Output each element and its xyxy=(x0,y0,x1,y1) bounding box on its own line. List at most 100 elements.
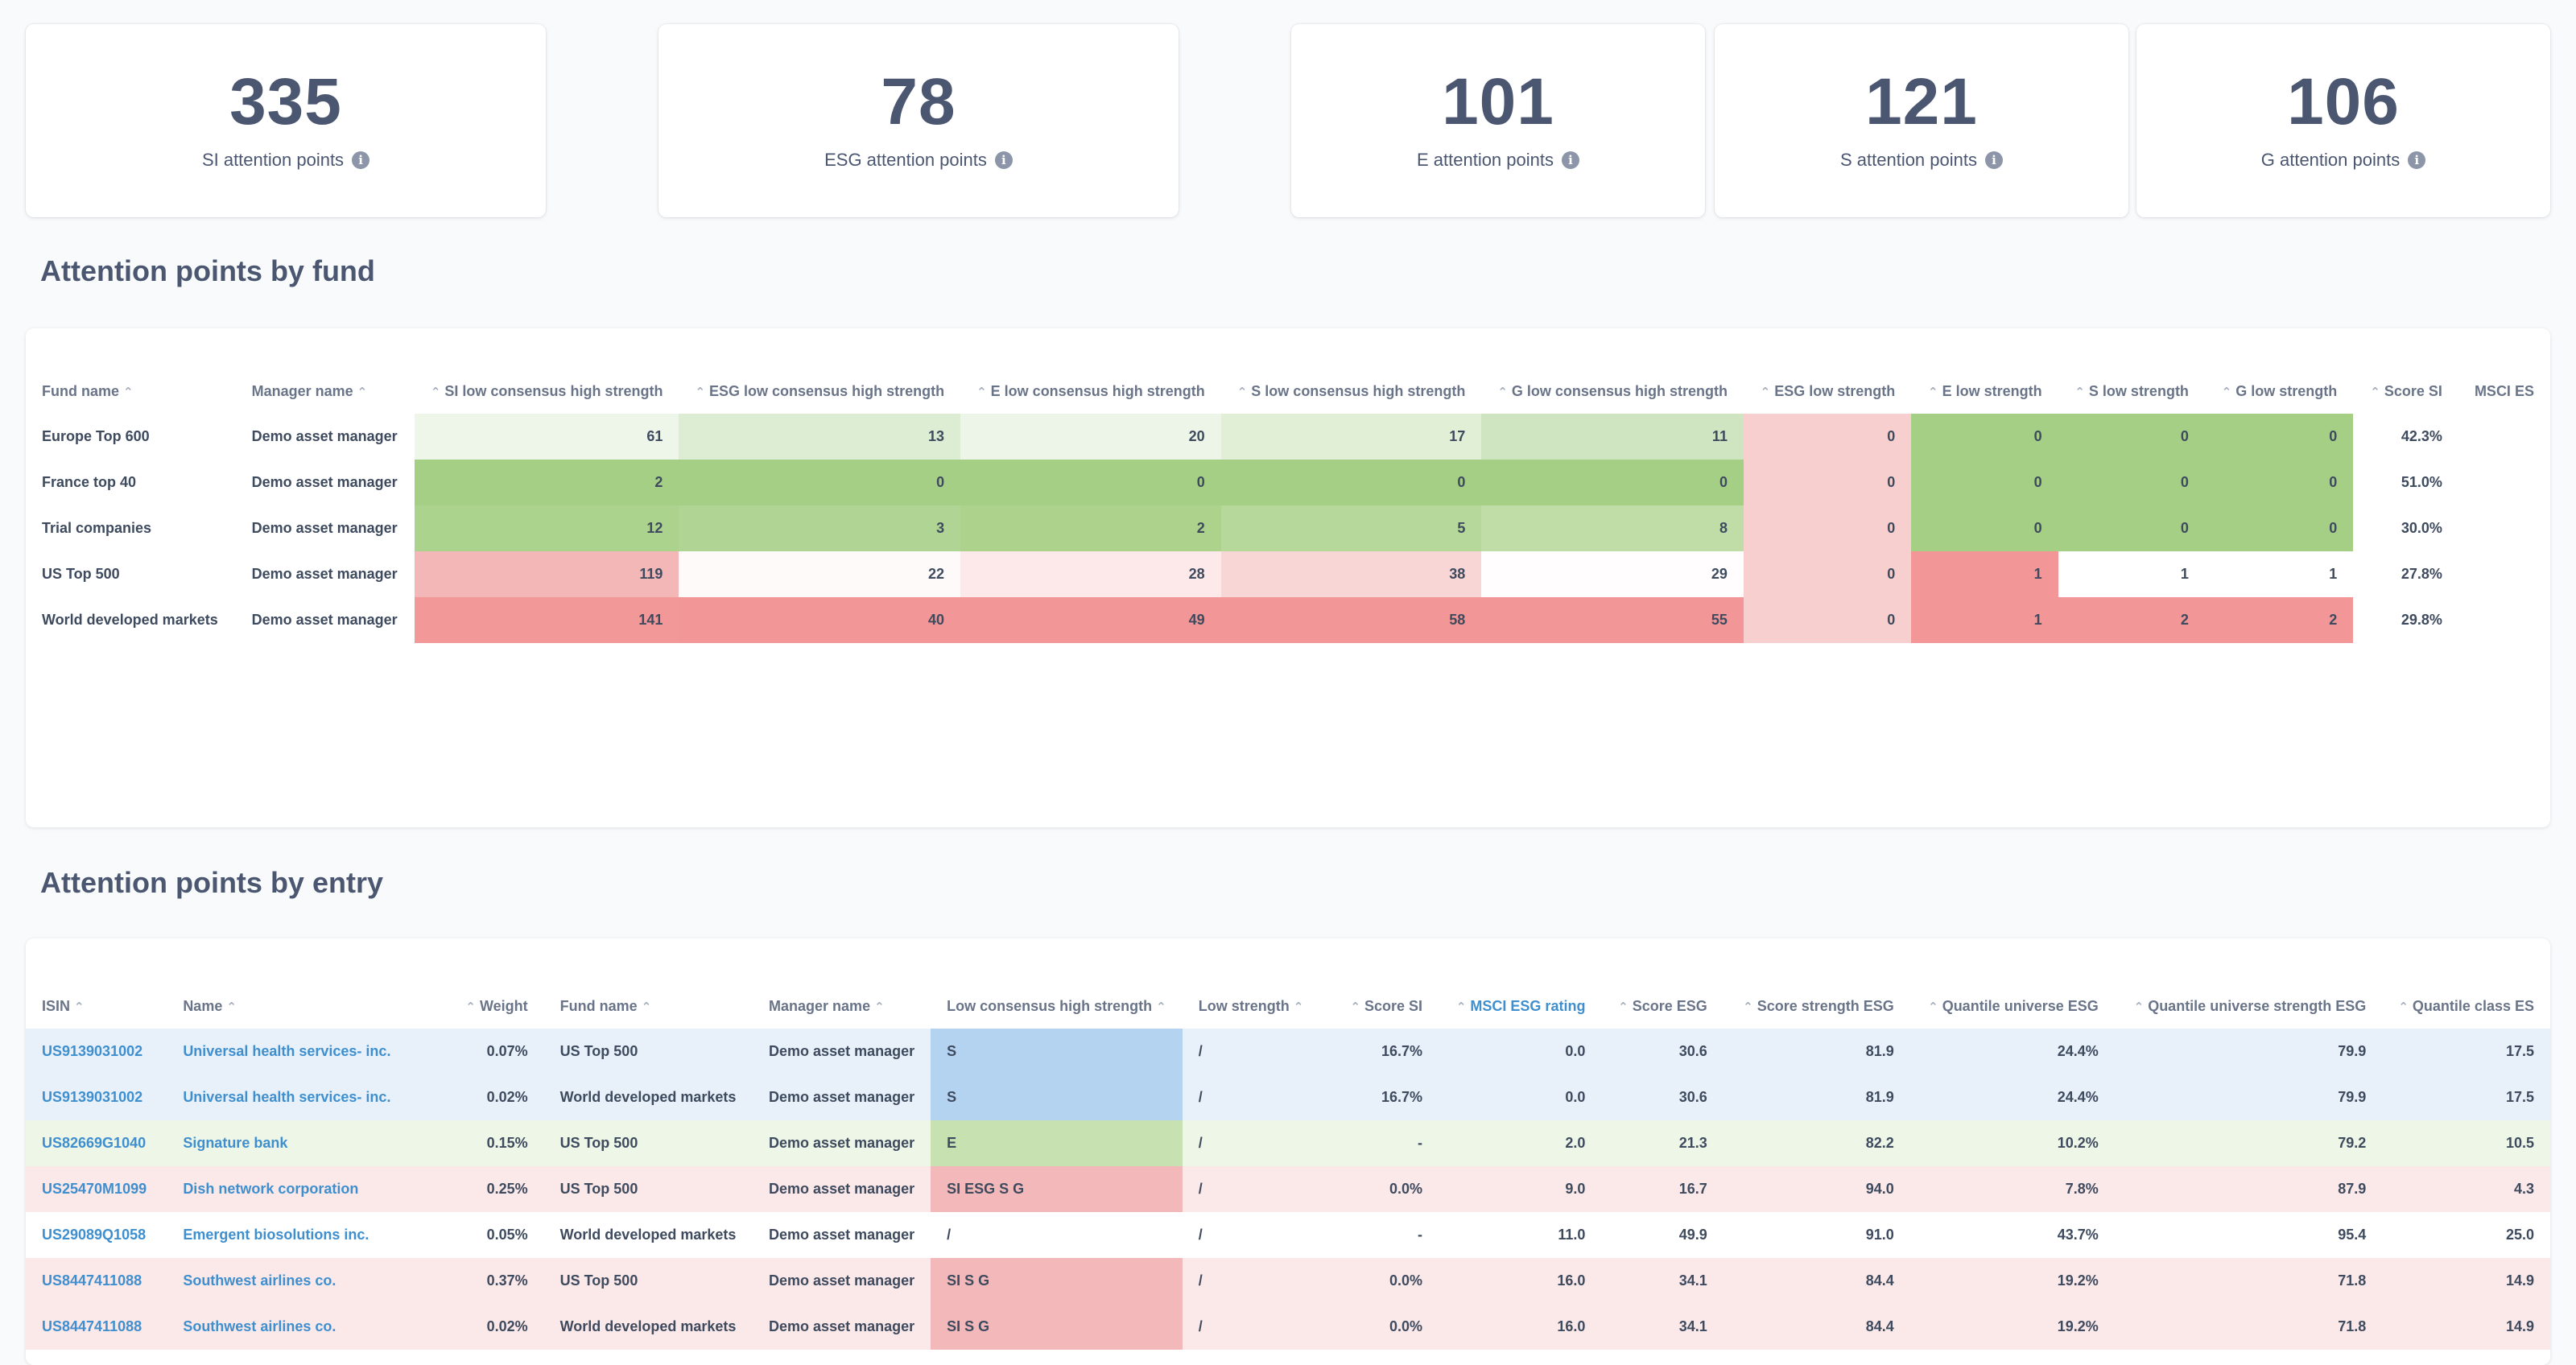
entry-cell-name[interactable]: Signature bank xyxy=(183,1135,288,1151)
table-row[interactable]: US8447411088 Southwest airlines co. 0.37% U… xyxy=(26,1258,2550,1304)
entry-cell-isin[interactable]: US25470M1099 xyxy=(42,1181,147,1197)
sort-arrow-icon[interactable]: ⌃ xyxy=(2221,385,2232,399)
entry-cell-name[interactable]: Universal health services- inc. xyxy=(183,1043,391,1059)
info-icon[interactable]: i xyxy=(2408,151,2426,169)
entry-cell-manager-name: Demo asset manager xyxy=(769,1318,915,1334)
sort-arrow-icon[interactable]: ⌃ xyxy=(1928,1000,1938,1014)
table-row[interactable]: US9139031002 Universal health services- i… xyxy=(26,1029,2550,1074)
sort-arrow-icon[interactable]: ⌃ xyxy=(465,1000,476,1014)
entry-col-header-score-strength-esg[interactable]: ⌃ Score strength ESG xyxy=(1743,997,1894,1014)
fund-cell-esg-low-consensus-high-strength: 40 xyxy=(679,597,961,643)
table-row[interactable]: US9139031002 Universal health services- i… xyxy=(26,1074,2550,1120)
entry-col-header-score-esg[interactable]: ⌃ Score ESG xyxy=(1618,997,1707,1014)
sort-arrow-icon[interactable]: ⌃ xyxy=(74,1000,85,1014)
sort-arrow-icon[interactable]: ⌃ xyxy=(1618,1000,1629,1014)
entry-cell-name[interactable]: Dish network corporation xyxy=(183,1181,359,1197)
sort-arrow-icon[interactable]: ⌃ xyxy=(976,385,987,399)
entry-col-header-weight[interactable]: ⌃ Weight xyxy=(465,997,528,1014)
entry-cell-isin[interactable]: US9139031002 xyxy=(42,1089,143,1105)
fund-cell-e-low-consensus-high-strength: 28 xyxy=(960,551,1221,597)
entry-col-header-low-consensus-high-strength[interactable]: Low consensus high strength ⌃ xyxy=(947,997,1166,1014)
sort-arrow-icon[interactable]: ⌃ xyxy=(2074,385,2085,399)
sort-arrow-icon[interactable]: ⌃ xyxy=(226,1000,237,1014)
info-icon[interactable]: i xyxy=(994,151,1013,169)
sort-arrow-icon[interactable]: ⌃ xyxy=(1293,1000,1304,1014)
table-row[interactable]: US25470M1099 Dish network corporation 0.25… xyxy=(26,1166,2550,1212)
fund-cell-esg-low-strength: 0 xyxy=(1743,460,1912,505)
entry-cell-msci-esg-rating: 0.0 xyxy=(1565,1089,1586,1105)
sort-arrow-icon[interactable]: ⌃ xyxy=(641,1000,652,1014)
entry-cell-isin[interactable]: US8447411088 xyxy=(42,1318,142,1334)
sort-arrow-icon[interactable]: ⌃ xyxy=(1156,1000,1166,1014)
sort-arrow-icon[interactable]: ⌃ xyxy=(2370,385,2380,399)
fund-col-header-g-low-strength[interactable]: ⌃ G low strength xyxy=(2221,382,2338,399)
entry-col-header-manager-name[interactable]: Manager name ⌃ xyxy=(769,997,885,1014)
entry-cell-manager-name: Demo asset manager xyxy=(769,1181,915,1197)
entry-cell-name[interactable]: Southwest airlines co. xyxy=(183,1272,336,1289)
fund-cell-g-low-consensus-high-strength: 0 xyxy=(1481,460,1744,505)
entry-cell-msci-esg-rating: 16.0 xyxy=(1557,1272,1586,1289)
fund-col-header-esg-low-strength[interactable]: ⌃ ESG low strength xyxy=(1760,382,1896,399)
fund-cell-si-low-consensus-high-strength: 141 xyxy=(414,597,679,643)
entry-col-header-quantile-class-es[interactable]: ⌃ Quantile class ES xyxy=(2398,997,2534,1014)
info-icon[interactable]: i xyxy=(1562,151,1579,169)
table-row[interactable]: France top 40 Demo asset manager 2 0 0 0 0 0 0 0 0… xyxy=(26,460,2550,505)
table-row[interactable]: US Top 500 Demo asset manager 119 22 28 38 29 0… xyxy=(26,551,2550,597)
sort-arrow-icon[interactable]: ⌃ xyxy=(1236,385,1248,399)
fund-col-header-manager-name[interactable]: Manager name ⌃ xyxy=(251,382,368,399)
entry-cell-manager-name: Demo asset manager xyxy=(769,1135,915,1151)
table-row[interactable]: US8447411088 Southwest airlines co. 0.02% W… xyxy=(26,1304,2550,1350)
fund-cell-g-low-strength: 2 xyxy=(2204,597,2354,643)
info-icon[interactable]: i xyxy=(352,151,370,169)
entry-cell-name[interactable]: Southwest airlines co. xyxy=(183,1318,336,1334)
sort-arrow-icon[interactable]: ⌃ xyxy=(123,385,134,399)
entry-cell-isin[interactable]: US82669G1040 xyxy=(42,1135,147,1151)
fund-col-header-msci-es[interactable]: MSCI ES xyxy=(2474,382,2534,399)
sort-arrow-icon[interactable]: ⌃ xyxy=(2398,1000,2409,1014)
fund-col-header-s-low-consensus-high-strength[interactable]: ⌃ S low consensus high strength xyxy=(1236,382,1466,399)
fund-cell-esg-low-consensus-high-strength: 3 xyxy=(679,505,961,551)
sort-arrow-icon[interactable]: ⌃ xyxy=(695,385,706,399)
fund-col-header-score-si[interactable]: ⌃ Score SI xyxy=(2370,382,2442,399)
entry-cell-low-strength: / xyxy=(1198,1043,1203,1059)
entry-col-header-quantile-universe-esg[interactable]: ⌃ Quantile universe ESG xyxy=(1928,997,2099,1014)
entry-col-header-msci-esg-rating[interactable]: ⌃ MSCI ESG rating xyxy=(1455,997,1586,1014)
table-row[interactable]: World developed markets Demo asset manage… xyxy=(26,597,2550,643)
entry-col-header-fund-name[interactable]: Fund name ⌃ xyxy=(559,997,652,1014)
sort-arrow-icon[interactable]: ⌃ xyxy=(430,385,441,399)
entry-cell-name[interactable]: Universal health services- inc. xyxy=(183,1089,391,1105)
fund-col-header-fund-name[interactable]: Fund name ⌃ xyxy=(42,382,134,399)
fund-col-header-si-low-consensus-high-strength[interactable]: ⌃ SI low consensus high strength xyxy=(430,382,663,399)
sort-arrow-icon[interactable]: ⌃ xyxy=(2133,1000,2145,1014)
sort-arrow-icon[interactable]: ⌃ xyxy=(1455,1000,1467,1014)
sort-arrow-icon[interactable]: ⌃ xyxy=(1743,1000,1753,1014)
fund-cell-s-low-consensus-high-strength: 0 xyxy=(1220,460,1482,505)
table-row[interactable]: Trial companies Demo asset manager 12 3 2 5 8 0… xyxy=(26,505,2550,551)
table-row[interactable]: Europe Top 600 Demo asset manager 61 13 20 17… xyxy=(26,414,2550,460)
entry-cell-name[interactable]: Emergent biosolutions inc. xyxy=(183,1227,369,1243)
sort-arrow-icon[interactable]: ⌃ xyxy=(1350,1000,1360,1014)
entry-col-header-low-strength[interactable]: Low strength ⌃ xyxy=(1198,997,1304,1014)
entry-col-header-quantile-universe-strength-esg[interactable]: ⌃ Quantile universe strength ESG xyxy=(2133,997,2367,1014)
entry-cell-quantile-class-es: 14.9 xyxy=(2505,1318,2534,1334)
sort-arrow-icon[interactable]: ⌃ xyxy=(1760,385,1771,399)
entry-col-header-name[interactable]: Name ⌃ xyxy=(183,997,237,1014)
fund-col-header-e-low-strength[interactable]: ⌃ E low strength xyxy=(1928,382,2042,399)
entry-col-header-score-si[interactable]: ⌃ Score SI xyxy=(1350,997,1423,1014)
sort-arrow-icon[interactable]: ⌃ xyxy=(1497,385,1508,399)
entry-cell-isin[interactable]: US8447411088 xyxy=(42,1272,142,1289)
fund-col-header-e-low-consensus-high-strength[interactable]: ⌃ E low consensus high strength xyxy=(976,382,1205,399)
sort-arrow-icon[interactable]: ⌃ xyxy=(357,385,368,399)
fund-col-header-esg-low-consensus-high-strength[interactable]: ⌃ ESG low consensus high strength xyxy=(695,382,945,399)
table-row[interactable]: US29089Q1058 Emergent biosolutions inc. 0.… xyxy=(26,1212,2550,1258)
entry-cell-isin[interactable]: US9139031002 xyxy=(42,1043,143,1059)
entry-col-header-isin[interactable]: ISIN ⌃ xyxy=(42,997,85,1014)
entry-cell-isin[interactable]: US29089Q1058 xyxy=(42,1227,147,1243)
info-icon[interactable]: i xyxy=(1985,151,2003,169)
fund-col-header-g-low-consensus-high-strength[interactable]: ⌃ G low consensus high strength xyxy=(1497,382,1728,399)
sort-arrow-icon[interactable]: ⌃ xyxy=(1928,385,1938,399)
sort-arrow-icon[interactable]: ⌃ xyxy=(874,1000,885,1014)
table-row[interactable]: US82669G1040 Signature bank 0.15% US Top 50… xyxy=(26,1120,2550,1166)
fund-col-header-s-low-strength[interactable]: ⌃ S low strength xyxy=(2074,382,2189,399)
fund-cell-fund-name: Trial companies xyxy=(42,520,152,536)
